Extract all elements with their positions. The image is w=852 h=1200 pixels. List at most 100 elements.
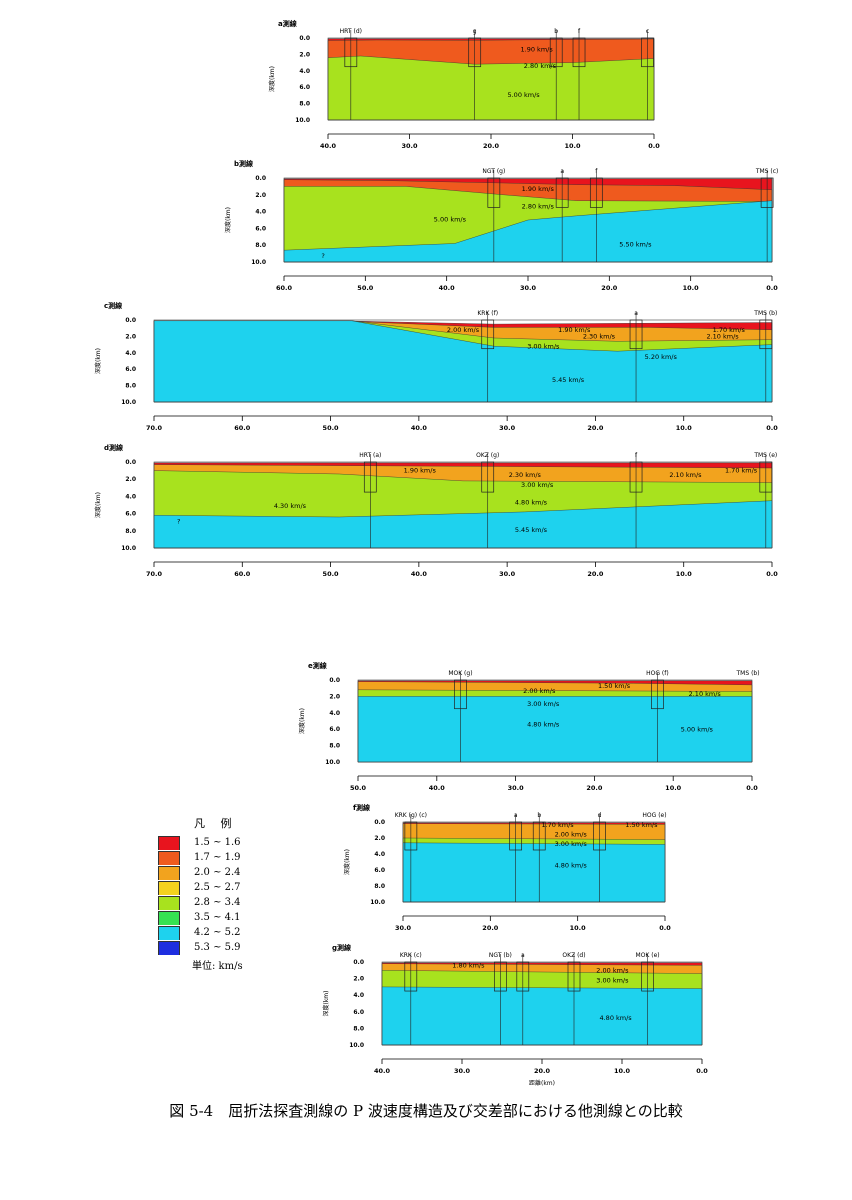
velocity-label: 2.00 km/s <box>596 966 629 974</box>
velocity-label: 1.90 km/s <box>404 467 437 475</box>
velocity-label: 5.00 km/s <box>507 91 540 99</box>
velocity-label: 1.70 km/s <box>725 467 758 475</box>
station-label: HOG (e) <box>642 812 666 819</box>
x-tick-label: 50.0 <box>323 570 340 578</box>
y-tick-label: 0.0 <box>374 819 385 826</box>
y-tick-label: 6.0 <box>329 726 340 733</box>
legend-row: 2.8 ~ 3.4 <box>158 895 268 910</box>
velocity-label: 2.00 km/s <box>523 687 556 695</box>
x-tick-label: 0.0 <box>648 142 660 150</box>
x-tick-label: 10.0 <box>676 424 693 432</box>
legend-label: 2.0 ~ 2.4 <box>194 867 241 878</box>
x-tick-label: 10.0 <box>665 784 682 792</box>
y-tick-label: 2.0 <box>329 693 340 700</box>
station-label: d <box>598 812 602 819</box>
x-tick-label: 0.0 <box>766 424 778 432</box>
y-tick-label: 0.0 <box>353 959 364 966</box>
y-tick-label: 4.0 <box>329 710 340 717</box>
y-tick-label: 6.0 <box>255 225 266 232</box>
legend-title: 凡 例 <box>194 817 238 830</box>
legend-swatch <box>158 895 180 910</box>
y-tick-label: 0.0 <box>329 677 340 684</box>
station-label: b <box>537 812 541 819</box>
velocity-label: 4.80 km/s <box>515 498 548 506</box>
velocity-label: 2.80 km/s <box>522 203 555 211</box>
station-label: NGT (b) <box>489 952 512 959</box>
velocity-label: 1.50 km/s <box>625 821 658 829</box>
legend-label: 2.5 ~ 2.7 <box>194 882 241 893</box>
y-tick-label: 2.0 <box>125 476 136 483</box>
station-label: OKZ (g) <box>476 452 499 459</box>
station-label: g <box>473 28 477 35</box>
x-tick-label: 0.0 <box>766 570 778 578</box>
velocity-label: 5.20 km/s <box>645 353 678 361</box>
legend-row: 1.7 ~ 1.9 <box>158 850 268 865</box>
y-tick-label: 8.0 <box>329 743 340 750</box>
x-tick-label: 60.0 <box>234 570 251 578</box>
x-tick-label: 10.0 <box>570 924 587 932</box>
y-tick-label: 10.0 <box>325 759 340 766</box>
velocity-label: 4.80 km/s <box>527 721 560 729</box>
y-tick-label: 6.0 <box>125 511 136 518</box>
y-tick-label: 2.0 <box>353 976 364 983</box>
legend-swatch <box>158 865 180 880</box>
y-tick-label: 2.0 <box>125 333 136 340</box>
x-tick-label: 40.0 <box>411 424 428 432</box>
x-tick-label: 60.0 <box>234 424 251 432</box>
y-axis-label: 深度(km) <box>322 990 330 1016</box>
velocity-label: 5.45 km/s <box>515 526 548 534</box>
legend-label: 2.8 ~ 3.4 <box>194 897 241 908</box>
y-tick-label: 4.0 <box>374 851 385 858</box>
velocity-label: 4.80 km/s <box>599 1014 632 1022</box>
y-tick-label: 6.0 <box>125 366 136 373</box>
station-label: a <box>514 812 518 819</box>
velocity-label: 3.00 km/s <box>527 700 560 708</box>
section-title: g測線 <box>332 943 351 952</box>
legend-swatch <box>158 880 180 895</box>
velocity-label: 5.00 km/s <box>681 725 714 733</box>
y-tick-label: 2.0 <box>255 192 266 199</box>
x-tick-label: 40.0 <box>429 784 446 792</box>
velocity-label: 1.70 km/s <box>541 821 574 829</box>
y-tick-label: 4.0 <box>299 68 310 75</box>
x-tick-label: 10.0 <box>683 284 700 292</box>
velocity-label: 3.00 km/s <box>596 976 629 984</box>
velocity-label: 3.00 km/s <box>527 343 560 351</box>
legend-swatch <box>158 925 180 940</box>
station-label: HRT (a) <box>359 452 381 459</box>
velocity-layer <box>327 55 655 121</box>
legend-swatch <box>158 835 180 850</box>
x-tick-label: 30.0 <box>499 570 516 578</box>
x-tick-label: 30.0 <box>499 424 516 432</box>
x-tick-label: 70.0 <box>146 570 163 578</box>
x-axis-label: 距離(km) <box>529 1079 555 1087</box>
legend-row: 2.5 ~ 2.7 <box>158 880 268 895</box>
station-label: OKZ (d) <box>562 952 585 959</box>
x-tick-label: 20.0 <box>534 1067 551 1075</box>
x-tick-label: 30.0 <box>520 284 537 292</box>
station-label: KRK (g) (c) <box>395 812 427 819</box>
station-label: f <box>578 28 581 35</box>
velocity-label: 2.10 km/s <box>706 333 739 341</box>
y-tick-label: 2.0 <box>299 51 310 58</box>
station-label: HOG (f) <box>646 670 669 677</box>
y-tick-label: 10.0 <box>121 545 136 552</box>
section-frame <box>153 461 773 549</box>
y-tick-label: 10.0 <box>251 259 266 266</box>
section-title: a測線 <box>278 19 297 28</box>
velocity-label: 1.50 km/s <box>598 682 631 690</box>
station-label: c <box>646 28 649 35</box>
velocity-label: 2.10 km/s <box>689 690 722 698</box>
velocity-label: 1.70 km/s <box>713 326 746 334</box>
figure-caption: 図 5-4 屈折法探査測線の P 波速度構造及び交差部における他測線との比較 <box>169 1102 683 1120</box>
legend-swatch <box>158 910 180 925</box>
legend-row: 2.0 ~ 2.4 <box>158 865 268 880</box>
y-tick-label: 8.0 <box>299 101 310 108</box>
station-label: KRK (f) <box>477 310 498 317</box>
velocity-label: 1.90 km/s <box>522 185 555 193</box>
y-tick-label: 0.0 <box>255 175 266 182</box>
station-label: HRT (d) <box>340 28 362 35</box>
velocity-label: ? <box>177 517 180 525</box>
